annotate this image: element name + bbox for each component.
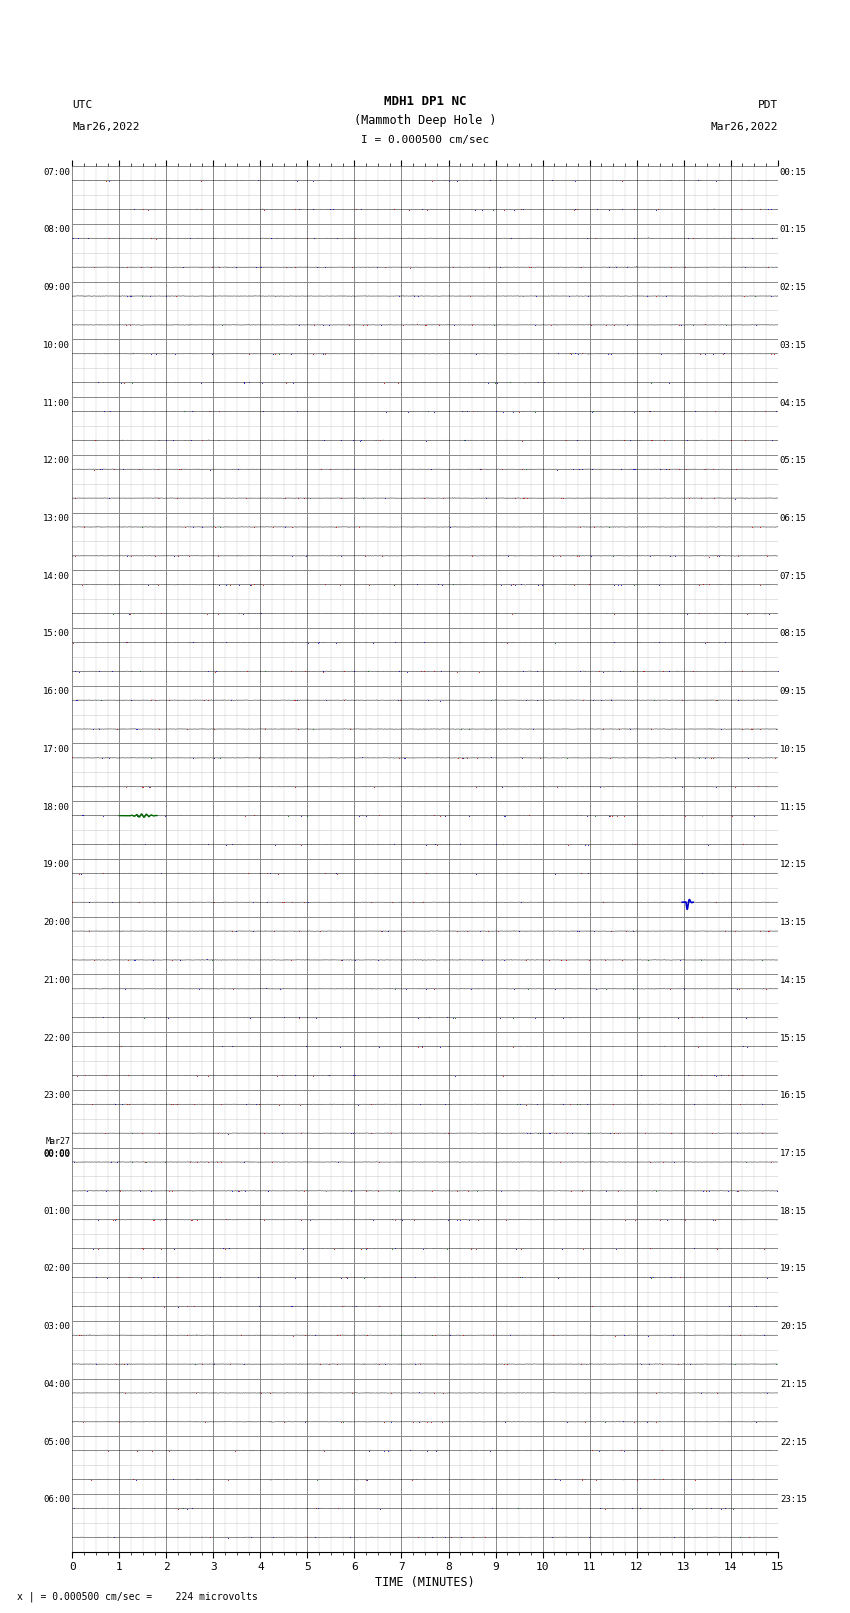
Text: 16:15: 16:15 [779, 1092, 807, 1100]
Text: 19:15: 19:15 [779, 1265, 807, 1274]
Text: 13:00: 13:00 [43, 515, 71, 523]
Text: 22:00: 22:00 [43, 1034, 71, 1042]
Text: Mar27: Mar27 [45, 1137, 71, 1147]
Text: 09:15: 09:15 [779, 687, 807, 697]
Text: 20:15: 20:15 [779, 1323, 807, 1331]
Text: 05:15: 05:15 [779, 456, 807, 465]
Text: UTC: UTC [72, 100, 93, 110]
Text: 01:15: 01:15 [779, 226, 807, 234]
Text: 04:15: 04:15 [779, 398, 807, 408]
Text: 08:15: 08:15 [779, 629, 807, 639]
Text: 18:00: 18:00 [43, 803, 71, 811]
Text: 21:15: 21:15 [779, 1381, 807, 1389]
Text: 07:00: 07:00 [43, 168, 71, 176]
Text: Mar26,2022: Mar26,2022 [72, 123, 139, 132]
Text: 09:00: 09:00 [43, 282, 71, 292]
Text: Mar26,2022: Mar26,2022 [711, 123, 778, 132]
Text: 10:00: 10:00 [43, 340, 71, 350]
Text: 08:00: 08:00 [43, 226, 71, 234]
Text: 07:15: 07:15 [779, 571, 807, 581]
Text: 01:00: 01:00 [43, 1207, 71, 1216]
Text: 22:15: 22:15 [779, 1437, 807, 1447]
Text: 17:00: 17:00 [43, 745, 71, 753]
Text: 00:15: 00:15 [779, 168, 807, 176]
Text: 06:15: 06:15 [779, 515, 807, 523]
Text: 15:00: 15:00 [43, 629, 71, 639]
Text: 02:00: 02:00 [43, 1265, 71, 1274]
Text: 12:15: 12:15 [779, 860, 807, 869]
Text: PDT: PDT [757, 100, 778, 110]
Text: I = 0.000500 cm/sec: I = 0.000500 cm/sec [361, 135, 489, 145]
Text: 21:00: 21:00 [43, 976, 71, 986]
Text: 06:00: 06:00 [43, 1495, 71, 1505]
Text: 18:15: 18:15 [779, 1207, 807, 1216]
Text: 20:00: 20:00 [43, 918, 71, 927]
Text: MDH1 DP1 NC: MDH1 DP1 NC [383, 95, 467, 108]
Text: 23:15: 23:15 [779, 1495, 807, 1505]
Text: 02:15: 02:15 [779, 282, 807, 292]
Text: 10:15: 10:15 [779, 745, 807, 753]
Text: 19:00: 19:00 [43, 860, 71, 869]
Text: 03:15: 03:15 [779, 340, 807, 350]
Text: 05:00: 05:00 [43, 1437, 71, 1447]
Text: 13:15: 13:15 [779, 918, 807, 927]
Text: 12:00: 12:00 [43, 456, 71, 465]
Text: 14:15: 14:15 [779, 976, 807, 986]
Text: 11:15: 11:15 [779, 803, 807, 811]
Text: 23:00: 23:00 [43, 1092, 71, 1100]
Text: 16:00: 16:00 [43, 687, 71, 697]
Text: 00:00: 00:00 [43, 1150, 71, 1160]
Text: x | = 0.000500 cm/sec =    224 microvolts: x | = 0.000500 cm/sec = 224 microvolts [17, 1592, 258, 1602]
Text: 00:00: 00:00 [43, 1148, 71, 1158]
X-axis label: TIME (MINUTES): TIME (MINUTES) [375, 1576, 475, 1589]
Text: 04:00: 04:00 [43, 1381, 71, 1389]
Text: 14:00: 14:00 [43, 571, 71, 581]
Text: 11:00: 11:00 [43, 398, 71, 408]
Text: (Mammoth Deep Hole ): (Mammoth Deep Hole ) [354, 115, 496, 127]
Text: 17:15: 17:15 [779, 1148, 807, 1158]
Text: 03:00: 03:00 [43, 1323, 71, 1331]
Text: 15:15: 15:15 [779, 1034, 807, 1042]
